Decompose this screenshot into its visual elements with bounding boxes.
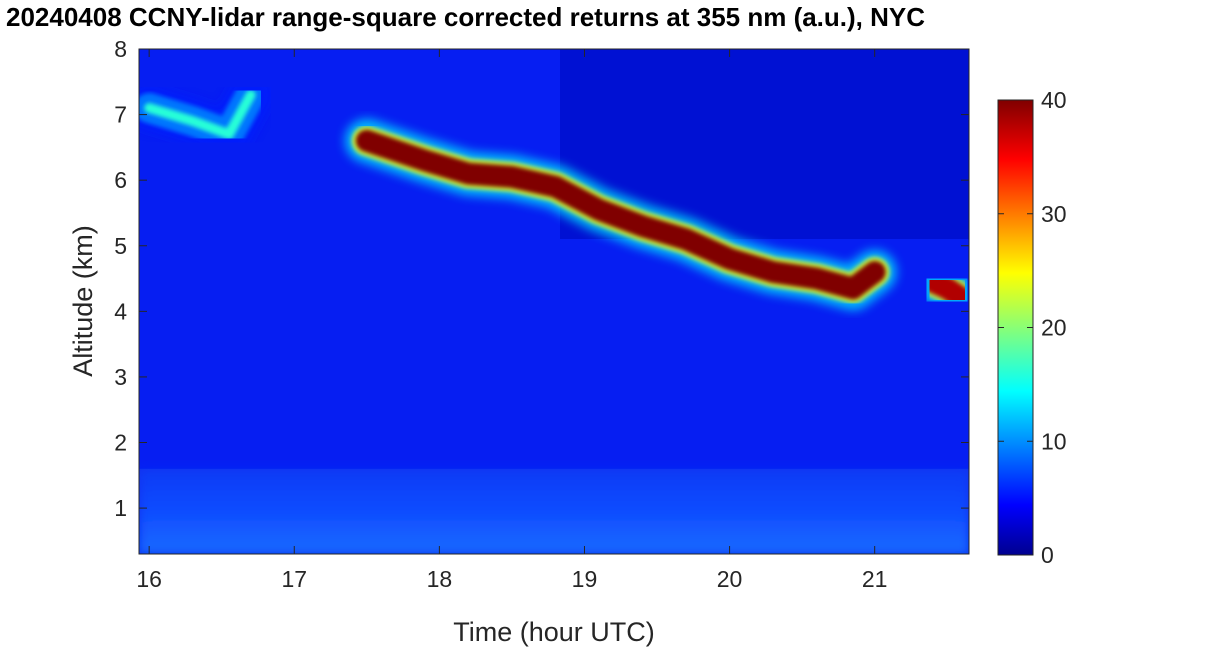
x-axis-label: Time (hour UTC) xyxy=(453,617,655,647)
colorbar-tick-label: 30 xyxy=(1041,201,1067,227)
colorbar-tick-label: 40 xyxy=(1041,87,1067,113)
y-tick-label: 4 xyxy=(114,298,127,324)
y-tick-label: 8 xyxy=(114,36,127,62)
x-tick-label: 16 xyxy=(136,566,162,592)
colorbar: 0 10 20 30 40 xyxy=(997,87,1067,568)
plot-frame xyxy=(138,48,970,555)
x-tick-label: 18 xyxy=(427,566,453,592)
colorbar-tick-label: 10 xyxy=(1041,428,1067,454)
y-tick-label: 2 xyxy=(114,430,127,456)
heatmap-plot-area xyxy=(139,49,969,554)
feature-free-troposphere xyxy=(139,49,969,469)
y-tick-label: 3 xyxy=(114,364,127,390)
x-tick-label: 17 xyxy=(281,566,307,592)
feature-cirrus-band xyxy=(344,118,897,311)
y-tick-label: 1 xyxy=(114,495,127,521)
feature-layer xyxy=(139,49,969,554)
colorbar-ticks: 0 10 20 30 40 xyxy=(998,87,1067,568)
feature-boundary-layer xyxy=(139,468,969,554)
chart-title: 20240408 CCNY-lidar range-square correct… xyxy=(6,2,926,32)
feature-cirrus-early xyxy=(139,72,273,157)
y-axis-ticks: 1 2 3 4 5 6 7 8 xyxy=(114,36,969,521)
feature-cloud-late xyxy=(910,259,969,321)
x-tick-label: 19 xyxy=(572,566,598,592)
x-tick-label: 20 xyxy=(717,566,743,592)
y-axis-label: Altitude (km) xyxy=(68,225,98,377)
y-tick-label: 6 xyxy=(114,167,127,193)
y-tick-label: 7 xyxy=(114,102,127,128)
x-axis-ticks: 16 17 18 19 20 21 xyxy=(136,49,887,592)
y-tick-label: 5 xyxy=(114,233,127,259)
colorbar-tick-label: 20 xyxy=(1041,315,1067,341)
x-tick-label: 21 xyxy=(862,566,888,592)
colorbar-tick-label: 0 xyxy=(1041,542,1054,568)
